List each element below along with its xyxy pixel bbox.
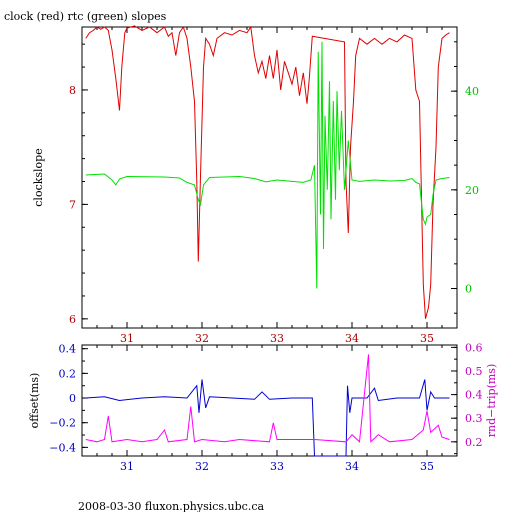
y2-tick-label: 0.6: [465, 341, 483, 354]
series-line-1: [85, 41, 450, 289]
x-tick-label: 31: [120, 460, 134, 473]
y-axis-label: clockslope: [32, 148, 45, 206]
series-line-1: [85, 354, 450, 443]
x-tick-label: 33: [270, 332, 284, 345]
y2-tick-label: 0.5: [465, 365, 483, 378]
x-tick-label: 35: [420, 460, 434, 473]
plot-frame: [81, 344, 458, 457]
y2-tick-label: 0.3: [465, 412, 483, 425]
y2-tick-label: 40: [465, 85, 479, 98]
y2-tick-label: 0: [465, 283, 472, 296]
y-tick-label: 0.2: [59, 367, 77, 380]
top-panel: 31 32 33 34 35 6 7 8 0 20 40 clockslope: [32, 25, 479, 345]
y-tick-label: 7: [69, 198, 76, 211]
chart-title: clock (red) rtc (green) slopes: [4, 10, 167, 23]
y2-tick-label: 0.4: [465, 389, 483, 402]
y-tick-label: 0: [69, 392, 76, 405]
x-tick-label: 34: [345, 460, 359, 473]
y2-tick-label: 0.2: [465, 436, 483, 449]
y-axis-label: offset(ms): [28, 373, 41, 429]
y-tick-label: 0.4: [59, 343, 77, 356]
y-tick-label: 6: [69, 313, 76, 326]
x-tick-label: 31: [120, 332, 134, 345]
x-tick-label: 35: [420, 332, 434, 345]
series-line-0: [85, 25, 450, 319]
x-tick-label: 34: [345, 332, 359, 345]
y2-tick-label: 20: [465, 184, 479, 197]
y2-axis-label: rnd−trip(ms): [485, 364, 498, 438]
plot-frame: [81, 26, 458, 329]
x-tick-label: 33: [270, 460, 284, 473]
bottom-panel: 31 32 33 34 35 −0.4 −0.2 0 0.2 0.4 0.2 0.3 0.4 0.5 0.6…: [28, 341, 498, 473]
x-tick-label: 32: [195, 460, 209, 473]
footer-caption: 2008-03-30 fluxon.physics.ubc.ca: [78, 500, 264, 512]
series-line-0: [85, 379, 450, 457]
x-tick-label: 32: [195, 332, 209, 345]
y-tick-label: 8: [69, 84, 76, 97]
y-tick-label: −0.4: [49, 441, 76, 454]
y-tick-label: −0.2: [49, 417, 76, 430]
